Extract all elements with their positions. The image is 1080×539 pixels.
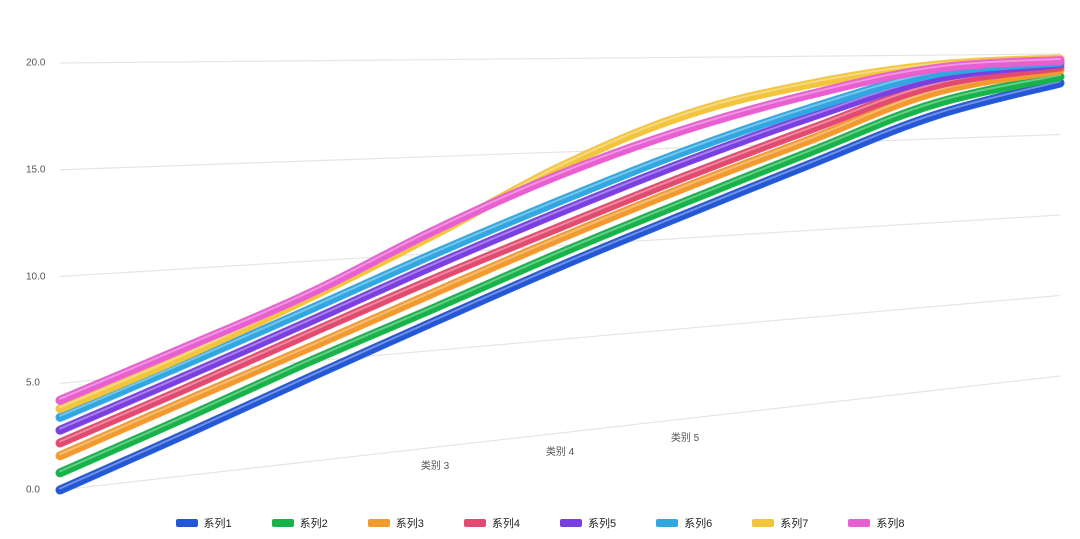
legend-swatch [560, 519, 582, 527]
legend-label: 系列3 [396, 515, 424, 531]
chart-canvas [0, 0, 1080, 500]
legend-label: 系列7 [780, 515, 808, 531]
legend-swatch [464, 519, 486, 527]
legend-swatch [176, 519, 198, 527]
y-tick-label: 5.0 [26, 378, 40, 389]
legend-label: 系列1 [204, 515, 232, 531]
y-tick-label: 20.0 [26, 58, 45, 69]
legend-label: 系列2 [300, 515, 328, 531]
legend-swatch [848, 519, 870, 527]
y-tick-label: 0.0 [26, 485, 40, 496]
legend-item[interactable]: 系列3 [368, 515, 424, 531]
legend-swatch [272, 519, 294, 527]
legend-item[interactable]: 系列5 [560, 515, 616, 531]
legend-swatch [656, 519, 678, 527]
y-tick-label: 10.0 [26, 271, 45, 282]
x-tick-label: 类别 5 [671, 429, 699, 444]
legend-label: 系列8 [876, 515, 904, 531]
line-chart: 0.05.010.015.020.0 类别 3类别 4类别 5 系列1系列2系列… [0, 0, 1080, 539]
legend-item[interactable]: 系列1 [176, 515, 232, 531]
legend-label: 系列4 [492, 515, 520, 531]
chart-legend: 系列1 系列2 系列3 系列4 系列5 系列6 系列7 系列8 [0, 515, 1080, 531]
legend-swatch [368, 519, 390, 527]
legend-swatch [752, 519, 774, 527]
legend-item[interactable]: 系列7 [752, 515, 808, 531]
legend-item[interactable]: 系列8 [848, 515, 904, 531]
legend-label: 系列5 [588, 515, 616, 531]
y-tick-label: 15.0 [26, 164, 45, 175]
x-tick-label: 类别 4 [546, 443, 574, 458]
x-tick-label: 类别 3 [421, 457, 449, 472]
legend-item[interactable]: 系列4 [464, 515, 520, 531]
legend-label: 系列6 [684, 515, 712, 531]
legend-item[interactable]: 系列2 [272, 515, 328, 531]
legend-item[interactable]: 系列6 [656, 515, 712, 531]
